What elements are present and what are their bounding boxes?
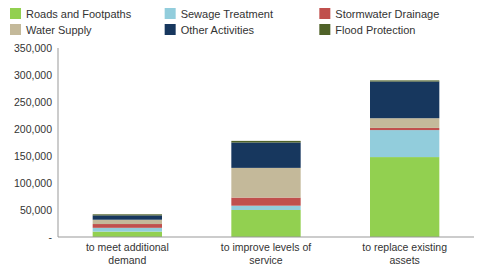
legend: Roads and Footpaths Sewage Treatment Storm… [10, 8, 439, 36]
y-tick-label: 250,000 [14, 96, 52, 108]
bar-segment [370, 130, 439, 157]
x-tick-label: to meet additionaldemand [86, 241, 169, 266]
y-tick-label: 200,000 [14, 123, 52, 135]
y-tick-label: 150,000 [14, 150, 52, 162]
bar-segment [93, 215, 162, 219]
y-tick-label: 50,000 [20, 204, 52, 216]
bar-segment [93, 232, 162, 237]
y-tick-label: - [49, 231, 53, 243]
legend-swatch [165, 24, 176, 35]
legend-label: Flood Protection [335, 24, 415, 36]
bar-segment [93, 224, 162, 228]
x-axis-line [58, 237, 474, 238]
legend-swatch [319, 24, 330, 35]
legend-label: Stormwater Drainage [335, 8, 439, 20]
bar-segment [93, 214, 162, 215]
y-tick-label: 100,000 [14, 177, 52, 189]
y-tick-label: 350,000 [14, 42, 52, 54]
bar-segment [231, 168, 300, 198]
bar-segment [93, 220, 162, 224]
bar-segment [370, 157, 439, 237]
x-tick-label: to improve levels ofservice [221, 241, 312, 266]
bar-segment [93, 228, 162, 232]
legend-swatch [165, 8, 176, 19]
y-axis-line [58, 48, 59, 237]
legend-swatch [319, 8, 330, 19]
chart-container: Roads and Footpaths Sewage Treatment Storm… [0, 0, 484, 273]
x-tick-label: to replace existingassets [362, 241, 447, 266]
y-tick-label: 300,000 [14, 69, 52, 81]
bar-segment [231, 206, 300, 210]
legend-label: Other Activities [181, 24, 255, 36]
legend-label: Sewage Treatment [181, 8, 273, 20]
bar-segment [231, 198, 300, 206]
legend-label: Water Supply [26, 24, 92, 36]
bar-segment [231, 210, 300, 237]
bar-segment [370, 118, 439, 128]
bar-segment [370, 80, 439, 81]
bar-segment [231, 141, 300, 143]
legend-swatch [10, 24, 21, 35]
chart-svg: Roads and Footpaths Sewage Treatment Storm… [0, 0, 484, 273]
legend-label: Roads and Footpaths [26, 8, 132, 20]
bars [93, 80, 440, 237]
legend-swatch [10, 8, 21, 19]
bar-segment [370, 128, 439, 130]
bar-segment [231, 143, 300, 168]
bar-segment [370, 81, 439, 118]
